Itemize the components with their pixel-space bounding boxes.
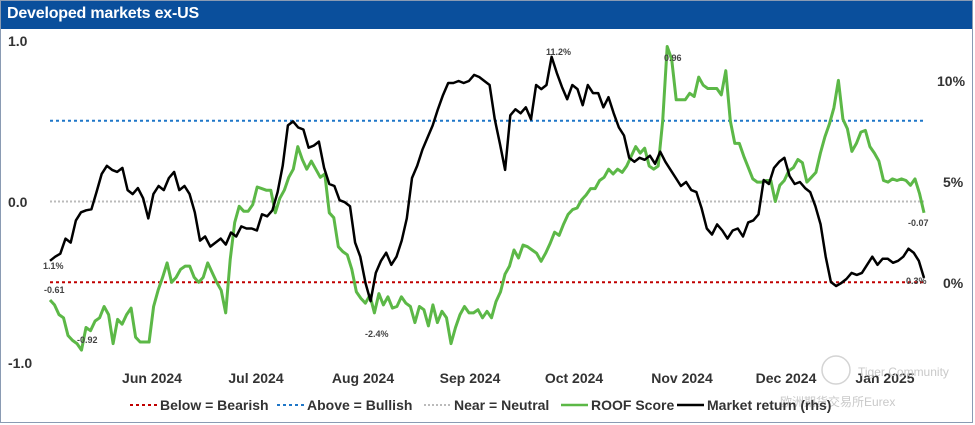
chart-title: Developed markets ex-US — [7, 5, 199, 22]
y-right-tick-0: 0% — [943, 275, 964, 291]
annotation-roof-min: -0.92 — [77, 335, 98, 345]
y-right-tick-5: 5% — [943, 174, 964, 190]
x-tick-label: Jan 2025 — [855, 370, 914, 386]
x-tick-label: Oct 2024 — [545, 370, 604, 386]
x-tick-label: Nov 2024 — [651, 370, 713, 386]
legend: Below = Bearish Above = Bullish Near = N… — [130, 397, 831, 413]
watermark-line2: 欧洲期货交易所Eurex — [780, 394, 895, 409]
legend-neutral-label: Near = Neutral — [454, 397, 549, 413]
roof-score-line — [48, 45, 926, 352]
x-tick-label: Jul 2024 — [228, 370, 283, 386]
y-left-tick-bottom: -1.0 — [8, 355, 32, 371]
legend-bearish-label: Below = Bearish — [160, 397, 269, 413]
legend-roof-label: ROOF Score — [591, 397, 674, 413]
x-tick-label: Aug 2024 — [332, 370, 394, 386]
x-tick-label: Jun 2024 — [122, 370, 182, 386]
watermark-line1: Tiger Community — [858, 365, 949, 379]
annotation-roof-end: -0.07 — [908, 218, 929, 228]
x-axis-ticks: Jun 2024 Jul 2024 Aug 2024 Sep 2024 Oct 2024… — [122, 370, 915, 386]
legend-bullish-label: Above = Bullish — [307, 397, 412, 413]
title-bar: Developed markets ex-US — [1, 1, 972, 29]
x-tick-label: Dec 2024 — [756, 370, 817, 386]
annotation-mkt-start: 1.1% — [43, 261, 64, 271]
annotation-mkt-min: -2.4% — [365, 329, 389, 339]
annotation-roof-start: -0.61 — [44, 285, 65, 295]
y-left-tick-mid: 0.0 — [8, 194, 28, 210]
market-return-line — [49, 55, 926, 303]
watermark-logo-icon — [821, 355, 851, 385]
y-left-tick-top: 1.0 — [8, 33, 28, 49]
y-right-tick-10: 10% — [937, 73, 966, 89]
annotation-roof-max: 0.96 — [664, 53, 682, 63]
x-tick-label: Sep 2024 — [440, 370, 501, 386]
legend-market-label: Market return (rhs) — [707, 397, 831, 413]
watermark: Tiger Community 欧洲期货交易所Eurex — [780, 355, 949, 409]
annotation-mkt-end: 0.3% — [906, 276, 927, 286]
annotation-mkt-max: 11.2% — [546, 47, 571, 57]
